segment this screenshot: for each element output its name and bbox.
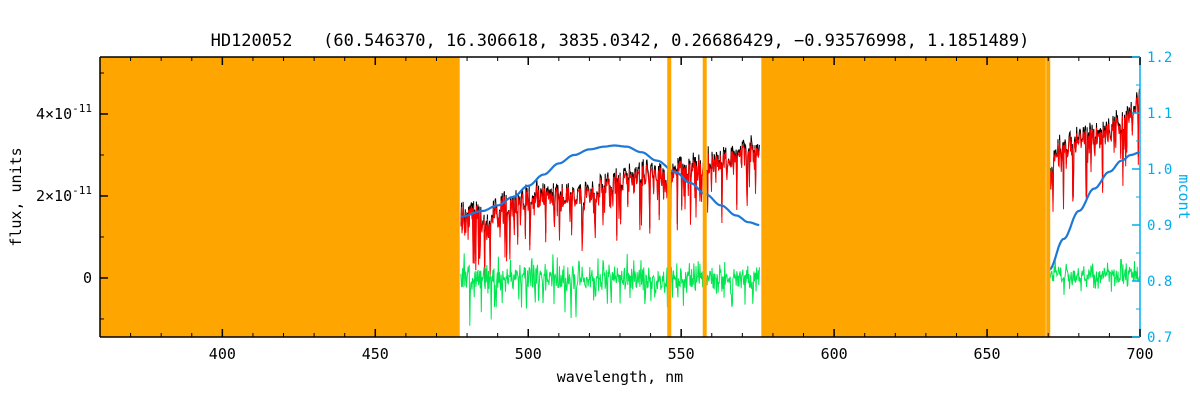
x-tick-label: 550: [668, 345, 695, 363]
mask-line: [1046, 57, 1051, 337]
spectrum-fit-red: [460, 141, 760, 280]
x-tick-label: 450: [362, 345, 389, 363]
x-tick-label: 500: [515, 345, 542, 363]
flux-axis-label: flux, units: [7, 147, 25, 247]
mcont-tick-label: 1.1: [1147, 106, 1172, 122]
continuum-mcont-blue: [460, 144, 760, 227]
mcont-tick-label: 0.8: [1147, 274, 1172, 290]
x-tick-label: 600: [821, 345, 848, 363]
spectrum-fit-red: [1048, 93, 1140, 217]
x-tick-label: 650: [974, 345, 1001, 363]
plot-title: HD120052 (60.546370, 16.306618, 3835.034…: [210, 31, 1030, 51]
mcont-tick-label: 1.0: [1147, 162, 1172, 178]
mask-region: [761, 57, 1046, 337]
residual-green-window2: [1048, 258, 1140, 303]
x-tick-label: 400: [209, 345, 236, 363]
mask-region: [100, 57, 460, 337]
mask-line: [702, 57, 707, 337]
mask-line: [667, 57, 672, 337]
mcont-tick-label: 1.2: [1147, 50, 1172, 66]
x-tick-label: 700: [1126, 345, 1153, 363]
mcont-tick-label: 0.7: [1147, 330, 1172, 346]
flux-tick-label: 2×10-11: [36, 184, 92, 205]
wavelength-axis-label: wavelength, nm: [556, 368, 684, 386]
flux-tick-label: 4×10-11: [36, 102, 92, 123]
mcont-axis-label: mcont: [1175, 174, 1193, 220]
residual-green-window1: [460, 253, 760, 327]
mcont-tick-label: 0.9: [1147, 218, 1172, 234]
flux-tick-label: 0: [83, 269, 92, 287]
continuum-mcont-blue: [1048, 151, 1140, 271]
